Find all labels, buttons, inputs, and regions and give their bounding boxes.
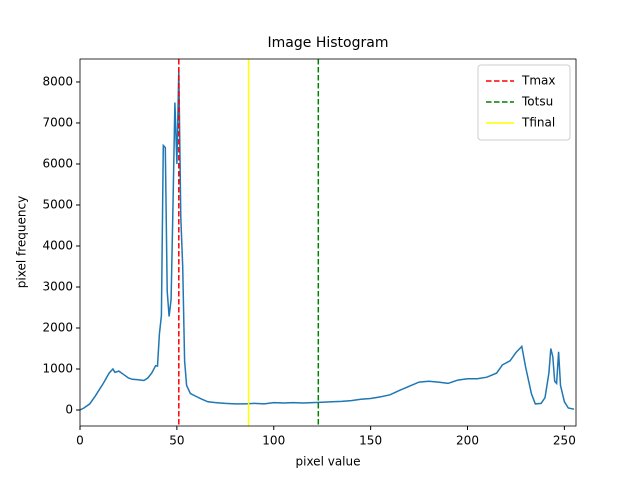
y-tick-label: 3000 xyxy=(42,279,73,293)
y-tick-label: 0 xyxy=(65,403,73,417)
x-axis-label: pixel value xyxy=(296,455,361,469)
y-tick-label: 6000 xyxy=(42,156,73,170)
legend-box xyxy=(477,64,571,141)
y-tick-label: 1000 xyxy=(42,362,73,376)
data-line xyxy=(79,69,575,411)
x-tick-label: 100 xyxy=(262,434,285,448)
y-tick-label: 4000 xyxy=(42,238,73,252)
y-tick-label: 8000 xyxy=(42,74,73,88)
y-tick-label: 2000 xyxy=(42,320,73,334)
plot-frame xyxy=(79,58,577,427)
x-tick-label: 200 xyxy=(456,434,479,448)
legend-label: Totsu xyxy=(521,95,553,109)
legend: Tmax Totsu Tfinal xyxy=(477,64,571,141)
x-tick-label: 150 xyxy=(359,434,382,448)
chart-title: Image Histogram xyxy=(268,35,389,51)
y-tick-label: 5000 xyxy=(42,197,73,211)
legend-label: Tfinal xyxy=(521,116,555,130)
x-tick-label: 250 xyxy=(553,434,576,448)
y-tick-label: 7000 xyxy=(42,115,73,129)
legend-label: Tmax xyxy=(521,74,555,88)
x-tick-label: 0 xyxy=(76,434,84,448)
y-axis-label: pixel frequency xyxy=(15,196,29,288)
x-tick-label: 50 xyxy=(169,434,184,448)
